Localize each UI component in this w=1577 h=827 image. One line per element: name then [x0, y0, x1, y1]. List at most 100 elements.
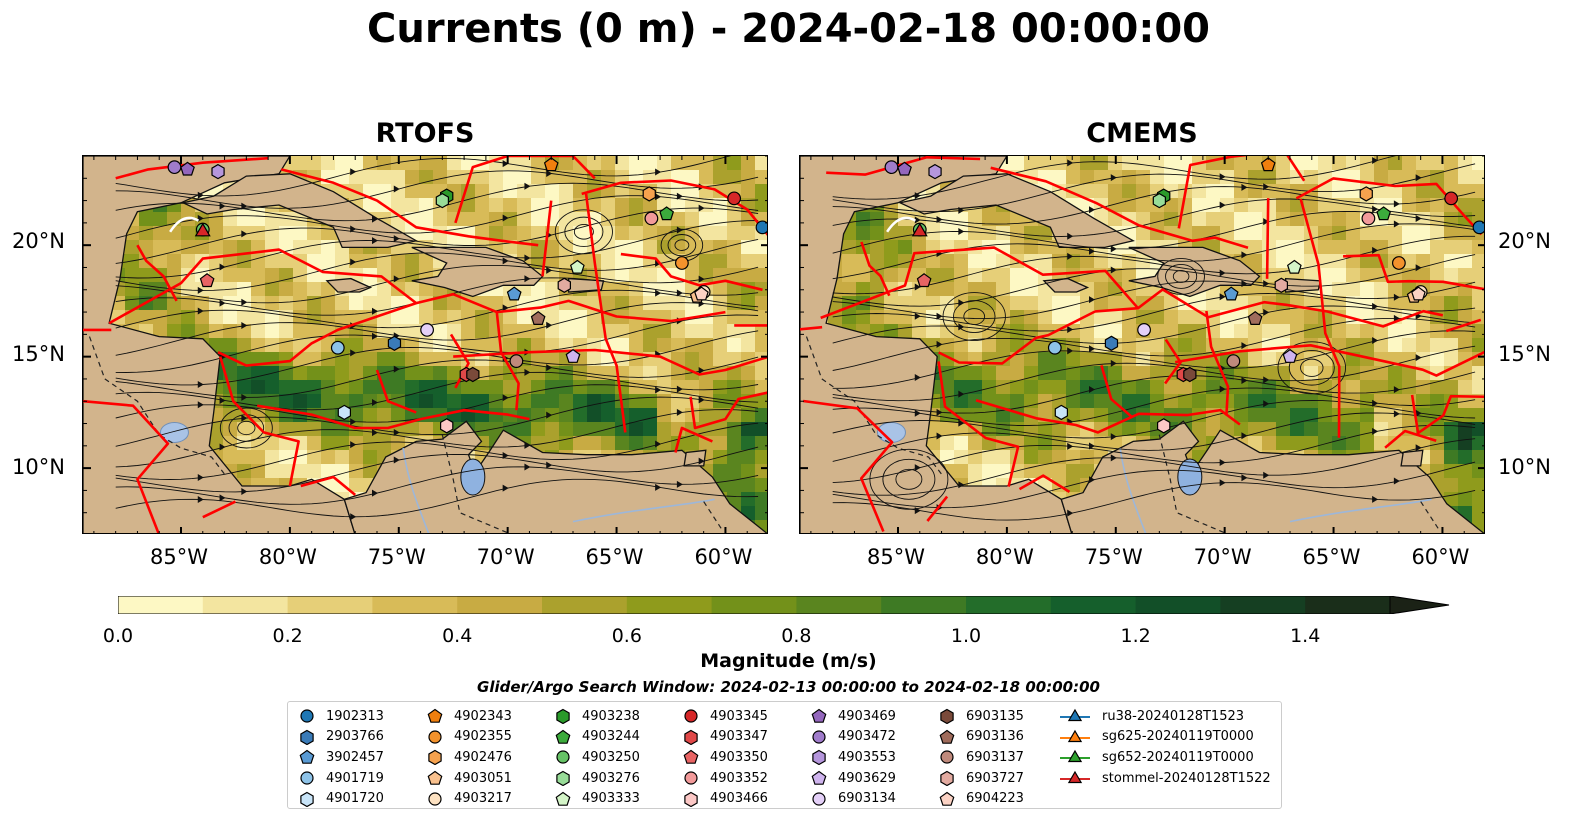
legend-label: 4903238: [582, 708, 640, 724]
lat-tick-label: 20°N: [12, 229, 65, 253]
legend-marker-icon: [940, 709, 954, 725]
float-marker-4901720: [337, 404, 351, 421]
float-marker-4903472: [884, 160, 899, 175]
legend-marker-icon: [684, 729, 698, 745]
colorbar-segment: [1135, 596, 1221, 614]
float-marker-1902313: [755, 220, 767, 235]
legend-label: 6903135: [966, 708, 1024, 724]
legend-item: 4903350: [682, 747, 768, 768]
lon-tick-label: 75°W: [1084, 545, 1143, 569]
lake-maracaibo: [460, 458, 486, 496]
legend-label: 4903051: [454, 770, 512, 786]
legend-item: stommel-20240128T1522: [1058, 768, 1271, 789]
legend-item: 4903466: [682, 788, 768, 809]
lon-tick-label: 80°W: [975, 545, 1034, 569]
colorbar-tick-label: 1.2: [1120, 625, 1151, 647]
lon-tick-label: 70°W: [476, 545, 535, 569]
legend-item: sg625-20240119T0000: [1058, 727, 1271, 748]
legend-item: 4903629: [810, 768, 896, 789]
float-marker-6903134: [1137, 322, 1151, 337]
legend-column: 4902343 4902355 4902476 4903051 4903217: [426, 706, 512, 809]
float-marker-4903352: [1361, 211, 1376, 226]
float-marker-4903553: [928, 163, 942, 180]
colorbar-segment: [881, 596, 967, 614]
legend-label: 3902457: [326, 749, 384, 765]
legend-marker-icon: [1060, 729, 1090, 742]
colorbar-segment: [626, 596, 713, 614]
float-marker-4901720: [1054, 404, 1068, 421]
float-marker-4902355: [674, 256, 689, 270]
float-marker-4902355: [1391, 256, 1406, 270]
legend-label: 1902313: [326, 708, 384, 724]
country-border: [1158, 434, 1225, 533]
colorbar-segment: [1050, 596, 1137, 614]
river: [1119, 447, 1147, 533]
colorbar: [118, 596, 1450, 614]
colorbar-segment: [796, 596, 882, 614]
legend-column: ru38-20240128T1523 sg625-20240119T0000 sg6…: [1058, 706, 1271, 788]
eddy-streamline: [869, 448, 949, 510]
glider-track: [886, 216, 917, 233]
legend-marker-icon: [684, 709, 698, 723]
eddy-streamline: [1288, 350, 1335, 386]
lon-tick-label: 85°W: [150, 545, 208, 569]
legend-marker-icon: [812, 750, 826, 766]
legend-marker-icon: [428, 792, 442, 806]
glider-marker-stommel-20240128T1522: [194, 222, 211, 237]
legend-label: 4903244: [582, 729, 640, 745]
country-border: [805, 336, 945, 478]
eddy-streamline: [942, 292, 1006, 341]
map-panel-rtofs: [82, 155, 768, 534]
legend-item: 4903347: [682, 727, 768, 748]
legend-label: 6904223: [966, 791, 1024, 807]
lon-tick-label: 60°W: [694, 545, 753, 569]
legend-marker-icon: [939, 791, 955, 806]
colorbar-segment: [118, 596, 204, 614]
float-marker-4903350: [916, 273, 932, 288]
lon-tick-label: 65°W: [1302, 545, 1361, 569]
figure-title: Currents (0 m) - 2024-02-18 00:00:00: [367, 6, 1210, 52]
colorbar-segment: [711, 596, 797, 614]
legend-marker-icon: [1060, 709, 1090, 722]
colorbar-extend-arrow: [1389, 596, 1450, 614]
colorbar-tick-label: 0.8: [781, 625, 812, 647]
legend-label: 4903469: [838, 708, 896, 724]
legend-label: 4903276: [582, 770, 640, 786]
float-marker-1902313: [1472, 220, 1484, 235]
legend-item: 4903553: [810, 747, 896, 768]
float-marker-4903333: [1286, 259, 1302, 274]
eddy-streamline: [882, 458, 936, 500]
legend-item: 4903469: [810, 706, 896, 727]
float-marker-6903134: [420, 322, 434, 337]
colorbar-tick-label: 0.0: [102, 625, 134, 647]
legend-marker-icon: [427, 709, 443, 724]
legend-item: 4902343: [426, 706, 512, 727]
colorbar-segment: [966, 596, 1052, 614]
legend-marker-icon: [300, 709, 314, 723]
legend-label: 4903466: [710, 791, 768, 807]
legend: 1902313 2903766 3902457 4901719 4901720 49023…: [287, 701, 1282, 809]
lon-tick-label: 70°W: [1193, 545, 1252, 569]
legend-item: 4902355: [426, 727, 512, 748]
legend-label: 4903629: [838, 770, 896, 786]
legend-label: 4903347: [710, 729, 768, 745]
legend-marker-icon: [812, 730, 826, 744]
legend-label: 4903350: [710, 749, 768, 765]
legend-item: 4903352: [682, 768, 768, 789]
colorbar-segment: [287, 596, 373, 614]
float-marker-4903469: [897, 161, 912, 176]
legend-item: 4903051: [426, 768, 512, 789]
legend-marker-icon: [1060, 750, 1090, 763]
legend-label: 4901719: [326, 770, 384, 786]
glider-marker-stommel-20240128T1522: [911, 222, 928, 237]
land-layer: [800, 156, 1484, 533]
colorbar-segment: [202, 596, 289, 614]
legend-label: 4902343: [454, 708, 512, 724]
legend-label: stommel-20240128T1522: [1102, 770, 1271, 786]
legend-item: 6903137: [938, 747, 1024, 768]
legend-marker-icon: [1060, 770, 1090, 784]
float-marker-6903135: [1183, 366, 1197, 383]
float-marker-4903244: [659, 206, 675, 221]
legend-column: 4903238 4903244 4903250 4903276 4903333: [554, 706, 640, 809]
float-marker-6903727: [557, 277, 571, 293]
